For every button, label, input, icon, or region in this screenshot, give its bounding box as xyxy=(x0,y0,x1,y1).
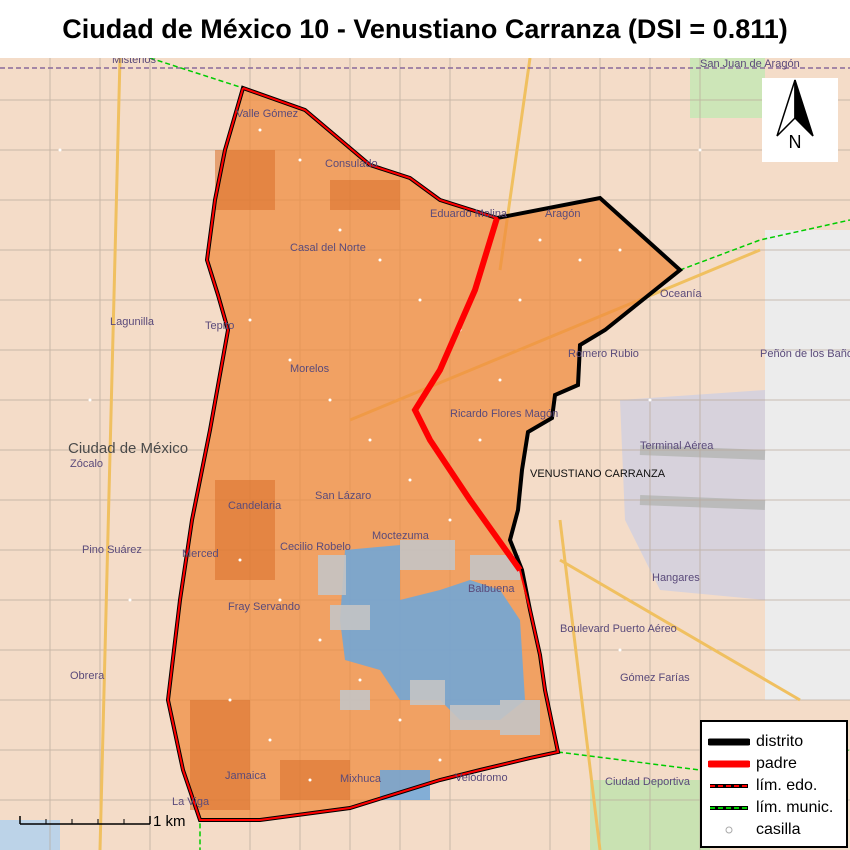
casilla-points xyxy=(58,128,702,782)
map-label: Candelaria xyxy=(228,500,282,512)
map-label: Obrera xyxy=(70,670,105,682)
legend-item-casilla: casilla xyxy=(702,820,848,840)
map-label: Peñón de los Baños xyxy=(760,348,850,360)
map-title: Ciudad de México 10 - Venustiano Carranz… xyxy=(62,14,788,44)
map-label: Ciudad Deportiva xyxy=(605,776,690,788)
map-label: Consulado xyxy=(325,158,378,170)
map-label: Ciudad de México xyxy=(68,440,189,457)
map-panel[interactable]: Misterios Valle Gómez Consulado Eduardo … xyxy=(0,58,850,850)
district-area[interactable] xyxy=(168,88,680,820)
district-name-label: VENUSTIANO CARRANZA xyxy=(530,468,666,480)
map-label: Ricardo Flores Magón xyxy=(450,408,559,420)
north-arrow: N xyxy=(762,78,838,162)
scale-bar: 1 km xyxy=(18,810,218,840)
map-label: Romero Rubio xyxy=(568,348,639,360)
map-label: Zócalo xyxy=(70,458,104,470)
map-label: Hangares xyxy=(652,572,700,584)
parent-internal-border xyxy=(411,217,523,572)
runway xyxy=(639,495,766,510)
map-label: Cecilio Robelo xyxy=(280,541,351,553)
map-label: Merced xyxy=(182,548,219,560)
map-label: Misterios xyxy=(112,58,157,66)
dark-sections xyxy=(190,150,400,810)
map-canvas xyxy=(0,58,850,850)
map-label: Jamaica xyxy=(225,770,266,782)
map-label: Aragón xyxy=(545,208,581,220)
map-label: Boulevard Puerto Aéreo xyxy=(560,623,677,635)
map-label: Valle Gómez xyxy=(236,108,299,120)
north-label: N xyxy=(788,132,802,152)
map-label: Moctezuma xyxy=(372,530,429,542)
runway xyxy=(639,445,766,460)
map-label: Mixhuca xyxy=(340,773,381,785)
legend-swatch-casilla xyxy=(725,826,733,834)
legend-item-lim-munic: lím. munic. xyxy=(702,798,848,818)
north-arrow-icon xyxy=(776,79,814,137)
legend-item-lim-edo: lím. edo. xyxy=(702,776,848,796)
airport-terminal-area xyxy=(620,390,765,600)
legend-label: lím. edo. xyxy=(756,777,818,794)
legend-item-distrito: distrito xyxy=(702,732,848,752)
legend-swatch-padre xyxy=(708,760,750,768)
map-label: Pino Suárez xyxy=(82,544,142,556)
map-label: Gómez Farías xyxy=(620,672,690,684)
map-label: Fray Servando xyxy=(228,601,301,613)
legend-item-padre: padre xyxy=(702,754,848,774)
map-label: San Juan de Aragón xyxy=(700,58,800,70)
scale-bar-icon xyxy=(19,816,151,825)
map-label: Balbuena xyxy=(468,583,515,595)
legend-label: lím. munic. xyxy=(756,799,834,816)
legend-label: padre xyxy=(756,755,797,772)
map-label: La Viga xyxy=(172,796,210,808)
legend-swatch-lim-munic xyxy=(710,806,748,810)
map-label: Tepito xyxy=(205,320,235,332)
map-label: Morelos xyxy=(290,363,330,375)
map-label: Casal del Norte xyxy=(290,242,366,254)
legend-label: distrito xyxy=(756,733,804,750)
airport-zone xyxy=(765,230,850,700)
legend: distrito padre lím. edo. lím. munic. cas… xyxy=(700,720,848,848)
map-label: San Lázaro xyxy=(315,490,372,502)
map-label: Lagunilla xyxy=(110,316,155,328)
map-label: Eduardo Molina xyxy=(430,208,508,220)
map-label: Terminal Aérea xyxy=(640,440,714,452)
legend-label: casilla xyxy=(756,821,801,838)
map-label: Oceanía xyxy=(660,288,702,300)
legend-swatch-distrito xyxy=(708,738,750,746)
legend-swatch-lim-edo xyxy=(710,784,748,788)
scale-label: 1 km xyxy=(153,813,186,830)
map-label: Velódromo xyxy=(455,772,508,784)
